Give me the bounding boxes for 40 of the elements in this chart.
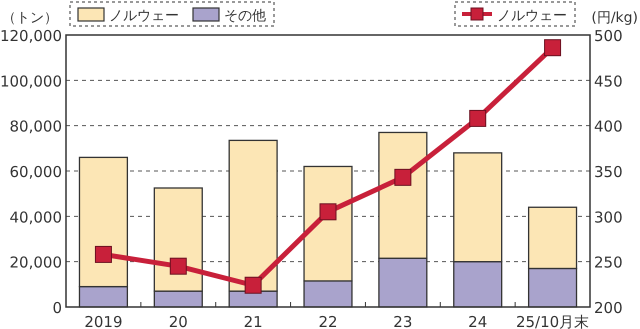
y2-tick-label: 500 (594, 27, 623, 45)
bar (303, 166, 353, 282)
y2-tick-label: 200 (594, 299, 623, 317)
x-tick-label: 23 (393, 313, 412, 329)
point (544, 39, 562, 56)
point (244, 276, 262, 294)
y-tick-label: 0 (52, 299, 62, 317)
point (469, 110, 486, 127)
legend-label: その他 (224, 8, 266, 24)
point (320, 203, 336, 220)
bar (78, 156, 128, 288)
y-tick-label: 100,000 (0, 72, 62, 90)
bar (453, 152, 502, 262)
y2-tick-label: 250 (594, 254, 623, 272)
x-tick-label: 25/10月末 (516, 313, 590, 329)
bar (528, 206, 578, 270)
x-tick-label: 21 (244, 313, 263, 329)
y2-tick-label: 450 (594, 72, 623, 90)
y-tick-label: 120,000 (0, 27, 62, 45)
y-tick-label: 40,000 (10, 208, 62, 226)
y2-axis-title: (円/kg) (591, 10, 638, 26)
y-tick-label: 80,000 (10, 118, 62, 136)
x-tick-label: 2019 (84, 313, 123, 329)
point (170, 258, 187, 275)
y-tick-label: 60,000 (10, 163, 62, 181)
bar (154, 187, 203, 292)
legend-label: ノルウェー (497, 8, 567, 24)
point (394, 168, 412, 186)
point (94, 246, 112, 263)
y2-tick-label: 350 (594, 163, 623, 181)
x-tick-label: 24 (468, 313, 488, 329)
bar (378, 132, 428, 259)
y-axis-title: （トン） (2, 10, 58, 26)
x-tick-label: 22 (318, 313, 338, 329)
legend-label: ノルウェー (109, 8, 179, 24)
y-tick-label: 20,000 (10, 254, 62, 272)
x-tick-label: 20 (168, 313, 188, 329)
y2-tick-label: 400 (594, 118, 623, 136)
bar (228, 140, 278, 292)
y2-tick-label: 300 (594, 208, 623, 226)
